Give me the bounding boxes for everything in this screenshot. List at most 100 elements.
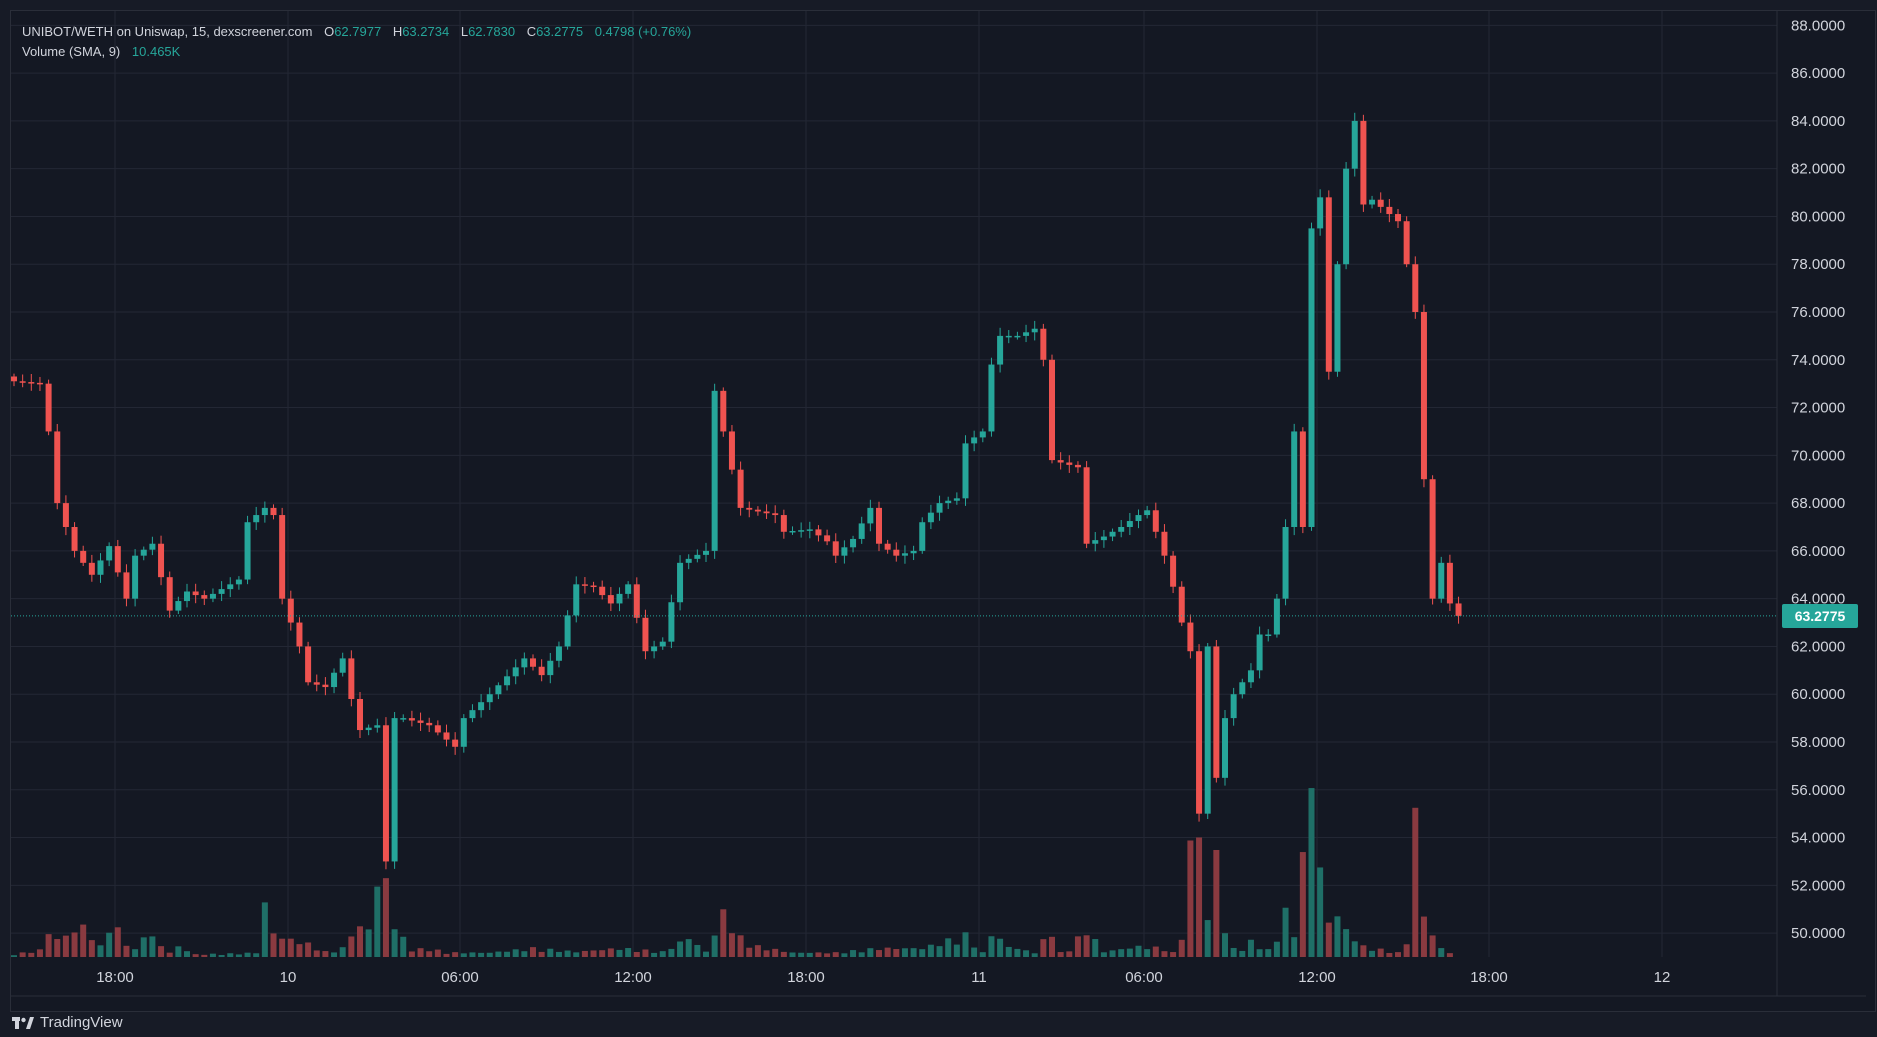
candle — [504, 669, 511, 691]
volume-bar — [867, 948, 874, 957]
candle — [668, 594, 675, 649]
volume-bar — [815, 952, 822, 957]
candle — [1291, 423, 1298, 536]
volume-bar — [166, 952, 173, 957]
price-tick-label: 78.0000 — [1791, 256, 1845, 273]
volume-bar — [287, 938, 294, 957]
volume-bar — [1360, 945, 1367, 957]
candle — [1222, 709, 1228, 786]
volume-bar — [772, 948, 779, 957]
volume-bar — [1420, 916, 1427, 957]
candle — [382, 717, 389, 870]
candle — [953, 492, 960, 505]
candle — [495, 682, 502, 700]
candle — [945, 496, 952, 509]
volume-bar — [1109, 950, 1116, 957]
volume-bar — [1066, 951, 1073, 957]
volume-bar — [547, 948, 554, 957]
volume-bar — [1230, 947, 1237, 957]
volume-bar — [114, 927, 121, 957]
candle — [209, 588, 216, 603]
price-tick-label: 50.0000 — [1791, 925, 1845, 942]
footer-brand[interactable]: TradingView — [12, 1014, 123, 1031]
candle — [80, 545, 87, 567]
price-axis[interactable]: 50.0000 52.0000 54.0000 56.0000 58.0000 60.00… — [1776, 11, 1845, 996]
candle — [763, 504, 770, 519]
candle — [305, 641, 312, 686]
open-value: 62.7977 — [334, 24, 382, 39]
candle — [737, 461, 744, 516]
volume-bar — [28, 952, 35, 957]
candle — [1204, 643, 1211, 820]
volume-bar — [971, 947, 978, 957]
volume-bar — [1395, 952, 1401, 957]
candle — [815, 525, 822, 542]
candle — [1066, 455, 1073, 473]
volume-bar — [1308, 788, 1315, 957]
volume-bar — [711, 935, 718, 957]
candle — [1196, 644, 1203, 822]
volume-bar — [97, 945, 104, 957]
volume-bar — [80, 924, 87, 957]
candle — [677, 555, 684, 611]
candle — [1135, 509, 1142, 529]
candle — [11, 373, 17, 387]
candle — [322, 677, 329, 696]
time-axis[interactable]: 18:00 10 06:00 12:00 18:00 11 06:00 12:00 18:00 1… — [11, 969, 1866, 997]
candle — [607, 586, 614, 612]
volume-row: Volume (SMA, 9) 10.465K — [22, 42, 691, 62]
volume-bar — [1187, 840, 1194, 957]
candle — [1118, 519, 1125, 538]
candle — [106, 542, 113, 567]
candle — [581, 577, 588, 594]
volume-bar — [884, 947, 891, 957]
candle — [400, 714, 407, 723]
volume-bar — [538, 951, 545, 957]
volume-bar — [1204, 920, 1211, 957]
volume-bar — [832, 952, 839, 957]
volume-bar — [400, 936, 407, 957]
candle — [1152, 502, 1159, 539]
candle — [1256, 626, 1263, 679]
volume-bar — [1299, 852, 1306, 957]
candle — [694, 549, 701, 563]
tradingview-logo-icon — [12, 1016, 34, 1030]
candles — [11, 112, 1462, 870]
last-price-tag: 63.2775 — [1782, 603, 1858, 628]
volume-bar — [279, 938, 286, 957]
candle — [1031, 320, 1038, 341]
candle — [1213, 640, 1220, 783]
volume-bar — [1403, 944, 1410, 957]
volume-bar — [1092, 939, 1099, 957]
candle — [201, 590, 208, 606]
volume-bar — [919, 949, 926, 957]
candle — [62, 495, 69, 536]
candle — [1308, 222, 1315, 531]
candle — [184, 583, 190, 608]
volume-bar — [573, 952, 580, 957]
volume-bar — [1057, 952, 1064, 957]
close-value: 63.2775 — [536, 24, 584, 39]
candle — [780, 509, 787, 539]
price-tick-label: 66.0000 — [1791, 543, 1845, 560]
volume-bar — [504, 951, 511, 957]
volume-bar — [1317, 867, 1324, 957]
candle — [97, 553, 104, 583]
volume-bar — [1118, 949, 1125, 957]
candle — [858, 516, 865, 544]
candle — [279, 507, 286, 605]
candle — [754, 506, 761, 516]
candle — [348, 650, 355, 707]
candle — [132, 549, 139, 607]
volume-bar — [1334, 916, 1341, 957]
candle — [1014, 331, 1021, 340]
candle — [910, 545, 917, 561]
volume-bar — [1256, 949, 1263, 957]
volume-bar — [382, 878, 389, 957]
volume-bar — [997, 938, 1004, 957]
volume-bar — [1239, 950, 1246, 957]
candle — [1170, 551, 1177, 594]
volume-bar — [1369, 950, 1376, 957]
volume-bar — [936, 946, 943, 957]
